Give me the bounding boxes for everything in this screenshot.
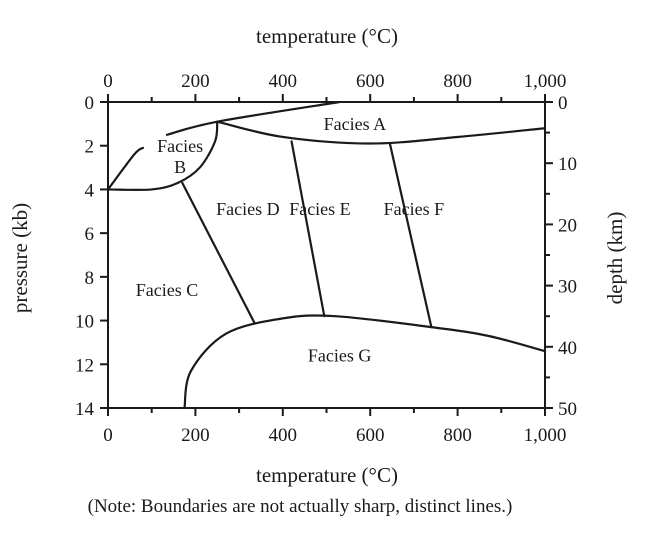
top-tick-label: 1,000 — [524, 71, 567, 92]
right-tick-label: 0 — [558, 93, 568, 114]
left-tick-label: 14 — [75, 399, 95, 420]
top-tick-label: 800 — [443, 71, 472, 92]
facies-label-facies-g: Facies G — [308, 346, 371, 366]
left-tick-label: 4 — [85, 180, 95, 201]
right-axis-title: depth (km) — [603, 212, 627, 305]
facies-label-facies-f: Facies F — [384, 199, 445, 219]
bottom-tick-label: 0 — [103, 425, 113, 446]
top-tick-label: 400 — [269, 71, 298, 92]
boundary-b-left — [106, 146, 145, 191]
left-tick-label: 0 — [85, 93, 95, 114]
facies-boundaries — [106, 100, 547, 410]
right-tick-label: 40 — [558, 338, 577, 359]
left-tick-label: 8 — [85, 268, 95, 289]
facies-label-facies-c: Facies C — [136, 280, 199, 300]
left-tick-label: 6 — [85, 224, 95, 245]
right-tick-label: 50 — [558, 399, 577, 420]
left-tick-label: 12 — [75, 355, 94, 376]
boundary-c-d — [181, 181, 256, 324]
bottom-tick-label: 1,000 — [524, 425, 567, 446]
bottom-axis-title: temperature (°C) — [256, 463, 398, 487]
boundary-d-e — [290, 140, 326, 318]
bottom-tick-label: 200 — [181, 425, 210, 446]
boundary-b-bottom — [106, 120, 219, 192]
facies-label-facies-d: Facies D — [216, 199, 279, 219]
right-tick-label: 30 — [558, 277, 577, 298]
boundary-e-f — [388, 142, 433, 329]
right-tick-label: 10 — [558, 154, 577, 175]
top-tick-label: 0 — [103, 71, 113, 92]
facies-label-facies-a: Facies A — [324, 114, 387, 134]
top-tick-label: 600 — [356, 71, 385, 92]
right-tick-label: 20 — [558, 215, 577, 236]
bottom-tick-label: 600 — [356, 425, 385, 446]
boundary-g-upper — [183, 314, 547, 410]
left-tick-label: 2 — [85, 137, 95, 158]
tick-marks — [100, 94, 553, 416]
facies-label-facies-b: B — [174, 157, 186, 177]
top-tick-label: 200 — [181, 71, 210, 92]
boundary-a-lower-main — [216, 120, 547, 145]
bottom-tick-label: 400 — [269, 425, 298, 446]
left-axis-title: pressure (kb) — [8, 203, 32, 313]
top-axis-title: temperature (°C) — [256, 24, 398, 48]
facies-label-facies-e: Facies E — [289, 199, 350, 219]
bottom-tick-label: 800 — [443, 425, 472, 446]
facies-label-facies-b: Facies — [157, 136, 203, 156]
boundary-a-lower-left — [165, 100, 341, 136]
left-tick-label: 10 — [75, 312, 94, 333]
footnote: (Note: Boundaries are not actually sharp… — [88, 496, 513, 517]
